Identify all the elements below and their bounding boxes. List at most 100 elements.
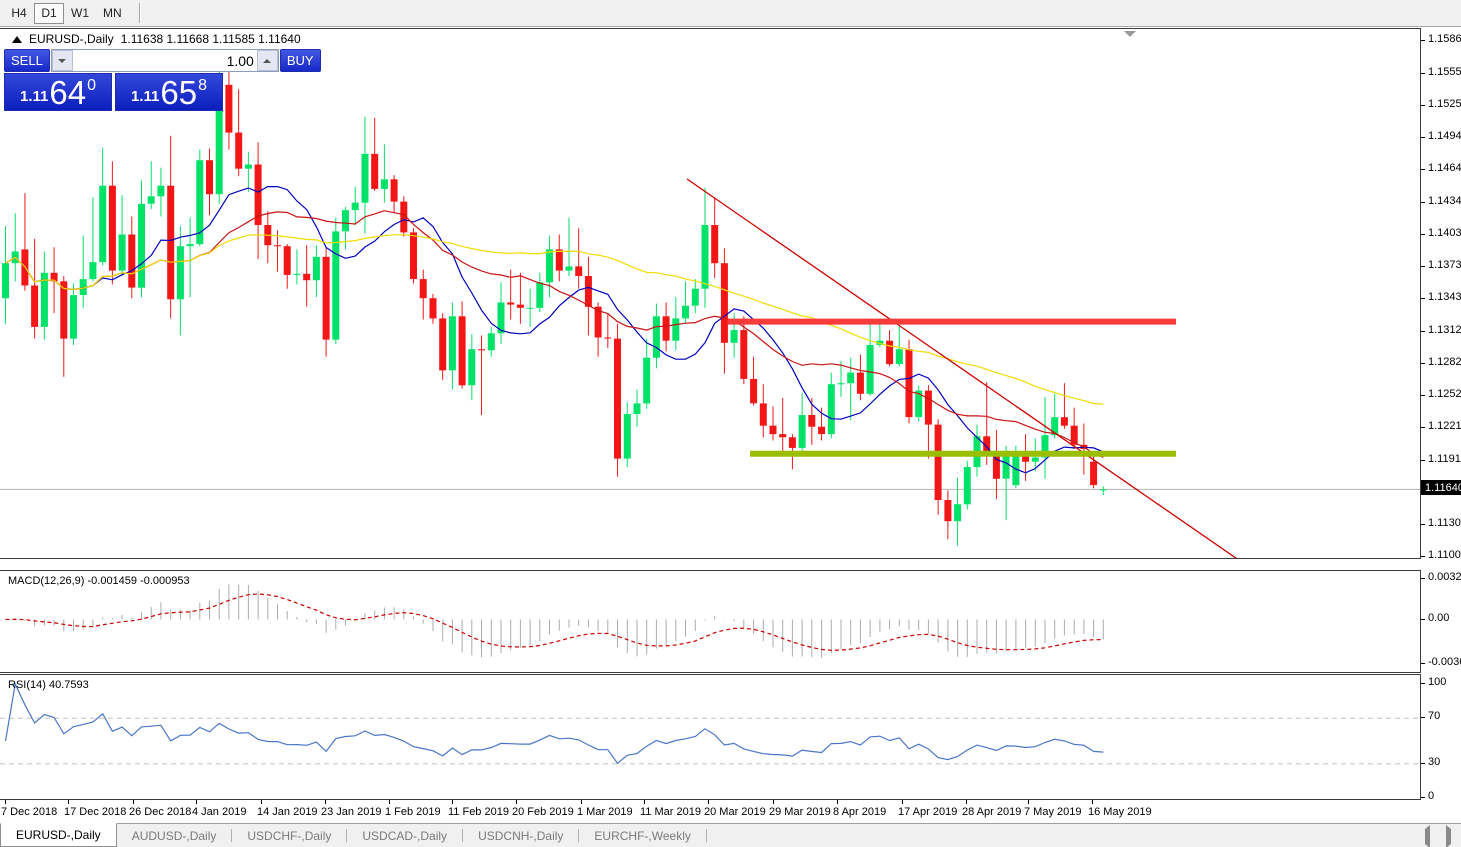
symbol-period-label: EURUSD-,Daily — [29, 32, 114, 46]
price-tick-label-tick — [1421, 556, 1425, 558]
price-tick-label: 1.13430 — [1428, 291, 1461, 304]
tab-usdcnh-daily[interactable]: USDCNH-,Daily — [463, 824, 578, 847]
volume-decrease-button[interactable] — [51, 50, 73, 71]
date-label: 20 Feb 2019 — [512, 806, 574, 818]
rsi-value: 40.7593 — [48, 679, 89, 691]
date-tick — [516, 800, 517, 804]
rsi-scale-label: 100 — [1428, 676, 1447, 688]
timeframe-button-d1[interactable]: D1 — [34, 2, 64, 24]
price-tick-label: 1.15860 — [1428, 33, 1461, 46]
date-axis[interactable]: 7 Dec 2018 17 Dec 2018 26 Dec 2018 4 Jan 20… — [0, 800, 1421, 823]
price-tick-label-tick — [1421, 169, 1425, 171]
date-label: 28 Apr 2019 — [962, 806, 1022, 818]
tab-divider — [462, 829, 464, 842]
price-tick-label: 1.14945 — [1428, 130, 1461, 143]
sell-button[interactable]: SELL — [4, 49, 50, 72]
rsi-scale-label: 70 — [1428, 710, 1441, 723]
buy-price-big: 65 — [160, 73, 198, 111]
tab-divider — [705, 829, 707, 842]
date-label: 11 Feb 2019 — [448, 806, 509, 818]
sell-price-big: 64 — [49, 73, 87, 111]
volume-increase-button[interactable] — [256, 50, 278, 71]
tab-eurchf-weekly[interactable]: EURCHF-,Weekly — [579, 824, 705, 847]
macd-scale-label-tick — [1421, 663, 1425, 665]
tab-divider — [578, 829, 580, 842]
price-tick-label-tick — [1421, 201, 1425, 203]
date-tick — [837, 800, 838, 804]
date-tick — [325, 800, 326, 804]
date-tick — [68, 800, 69, 804]
chevron-up-icon — [263, 58, 272, 63]
price-tick-label-tick — [1421, 330, 1425, 332]
date-tick — [389, 800, 390, 804]
timeframe-button-mn[interactable]: MN — [96, 3, 129, 24]
buy-price-prefix: 1.11 — [131, 88, 160, 105]
current-price-label: 1.11640 — [1421, 480, 1461, 496]
macd-name: MACD(12,26,9) — [8, 575, 85, 587]
price-tick-label-tick — [1421, 427, 1425, 429]
tab-scroll-left-button[interactable] — [1423, 824, 1432, 847]
candlestick-chart[interactable] — [0, 29, 1420, 558]
date-tick — [452, 800, 453, 804]
rsi-scale-label-tick — [1421, 762, 1425, 764]
timeframe-toolbar: H4 D1 W1 MN — [0, 0, 1461, 27]
price-tick-label-tick — [1421, 265, 1425, 267]
arrow-right-icon — [1446, 824, 1451, 847]
date-label: 23 Jan 2019 — [321, 806, 382, 818]
date-tick — [133, 800, 134, 804]
price-tick-label: 1.14645 — [1428, 162, 1461, 175]
date-label: 4 Jan 2019 — [192, 806, 247, 818]
date-tick — [773, 800, 774, 804]
buy-button[interactable]: BUY — [279, 49, 321, 72]
rsi-chart[interactable] — [0, 675, 1420, 799]
chevron-down-icon — [58, 58, 67, 63]
timeframe-button-h4[interactable]: H4 — [4, 3, 34, 24]
date-tick — [5, 800, 6, 804]
rsi-scale-label: 0 — [1428, 790, 1435, 802]
date-label: 7 Dec 2018 — [1, 806, 58, 818]
date-label: 11 Mar 2019 — [640, 806, 701, 818]
tab-usdchf-daily[interactable]: USDCHF-,Daily — [232, 824, 346, 847]
sell-price-pip: 0 — [87, 76, 96, 94]
date-label: 14 Jan 2019 — [257, 806, 318, 818]
date-tick — [902, 800, 903, 804]
buy-price-button[interactable]: 1.11 65 8 — [115, 73, 223, 111]
tab-eurusd-daily[interactable]: EURUSD-,Daily — [0, 823, 117, 847]
tab-audusd-daily[interactable]: AUDUSD-,Daily — [117, 824, 232, 847]
sell-price-button[interactable]: 1.11 64 0 — [4, 73, 112, 111]
price-tick-label-tick — [1421, 459, 1425, 461]
volume-input[interactable] — [72, 50, 257, 71]
scroll-to-end-icon[interactable] — [1124, 31, 1136, 37]
tab-divider — [231, 829, 233, 842]
price-axis[interactable]: 1.15860 1.15555 1.15250 1.14945 1.14645 1.143… — [1421, 28, 1461, 802]
date-tick — [1092, 800, 1093, 804]
macd-chart[interactable] — [0, 571, 1420, 672]
rsi-panel[interactable]: RSI(14) 40.7593 — [0, 674, 1421, 800]
main-chart[interactable] — [0, 28, 1421, 559]
timeframe-button-w1[interactable]: W1 — [64, 3, 96, 24]
date-label: 26 Dec 2018 — [129, 806, 192, 818]
rsi-scale-label-tick — [1421, 683, 1425, 684]
date-tick — [708, 800, 709, 804]
price-tick-label-tick — [1421, 137, 1425, 139]
price-tick-label: 1.15250 — [1428, 98, 1461, 111]
sell-price-prefix: 1.11 — [20, 88, 49, 105]
date-label: 1 Mar 2019 — [577, 806, 633, 818]
price-tick-label: 1.14035 — [1428, 227, 1461, 240]
rsi-label: RSI(14) 40.7593 — [8, 679, 89, 691]
macd-panel[interactable]: MACD(12,26,9) -0.001459 -0.000953 — [0, 570, 1421, 673]
tab-scroll-right-button[interactable] — [1444, 824, 1453, 847]
macd-scale-label: -0.003659 — [1428, 656, 1461, 669]
price-tick-label: 1.11305 — [1428, 516, 1461, 529]
rsi-scale-label-tick — [1421, 797, 1425, 798]
price-tick-label-tick — [1421, 363, 1425, 365]
price-tick-label: 1.12215 — [1428, 420, 1461, 433]
date-tick — [261, 800, 262, 804]
tab-usdcad-daily[interactable]: USDCAD-,Daily — [347, 824, 462, 847]
price-tick-label: 1.13125 — [1428, 323, 1461, 336]
price-tick-label-tick — [1421, 40, 1425, 42]
collapse-triangle-icon[interactable] — [12, 35, 22, 43]
chart-tabs-bar: EURUSD-,Daily AUDUSD-,Daily USDCHF-,Daily U… — [0, 823, 1461, 847]
